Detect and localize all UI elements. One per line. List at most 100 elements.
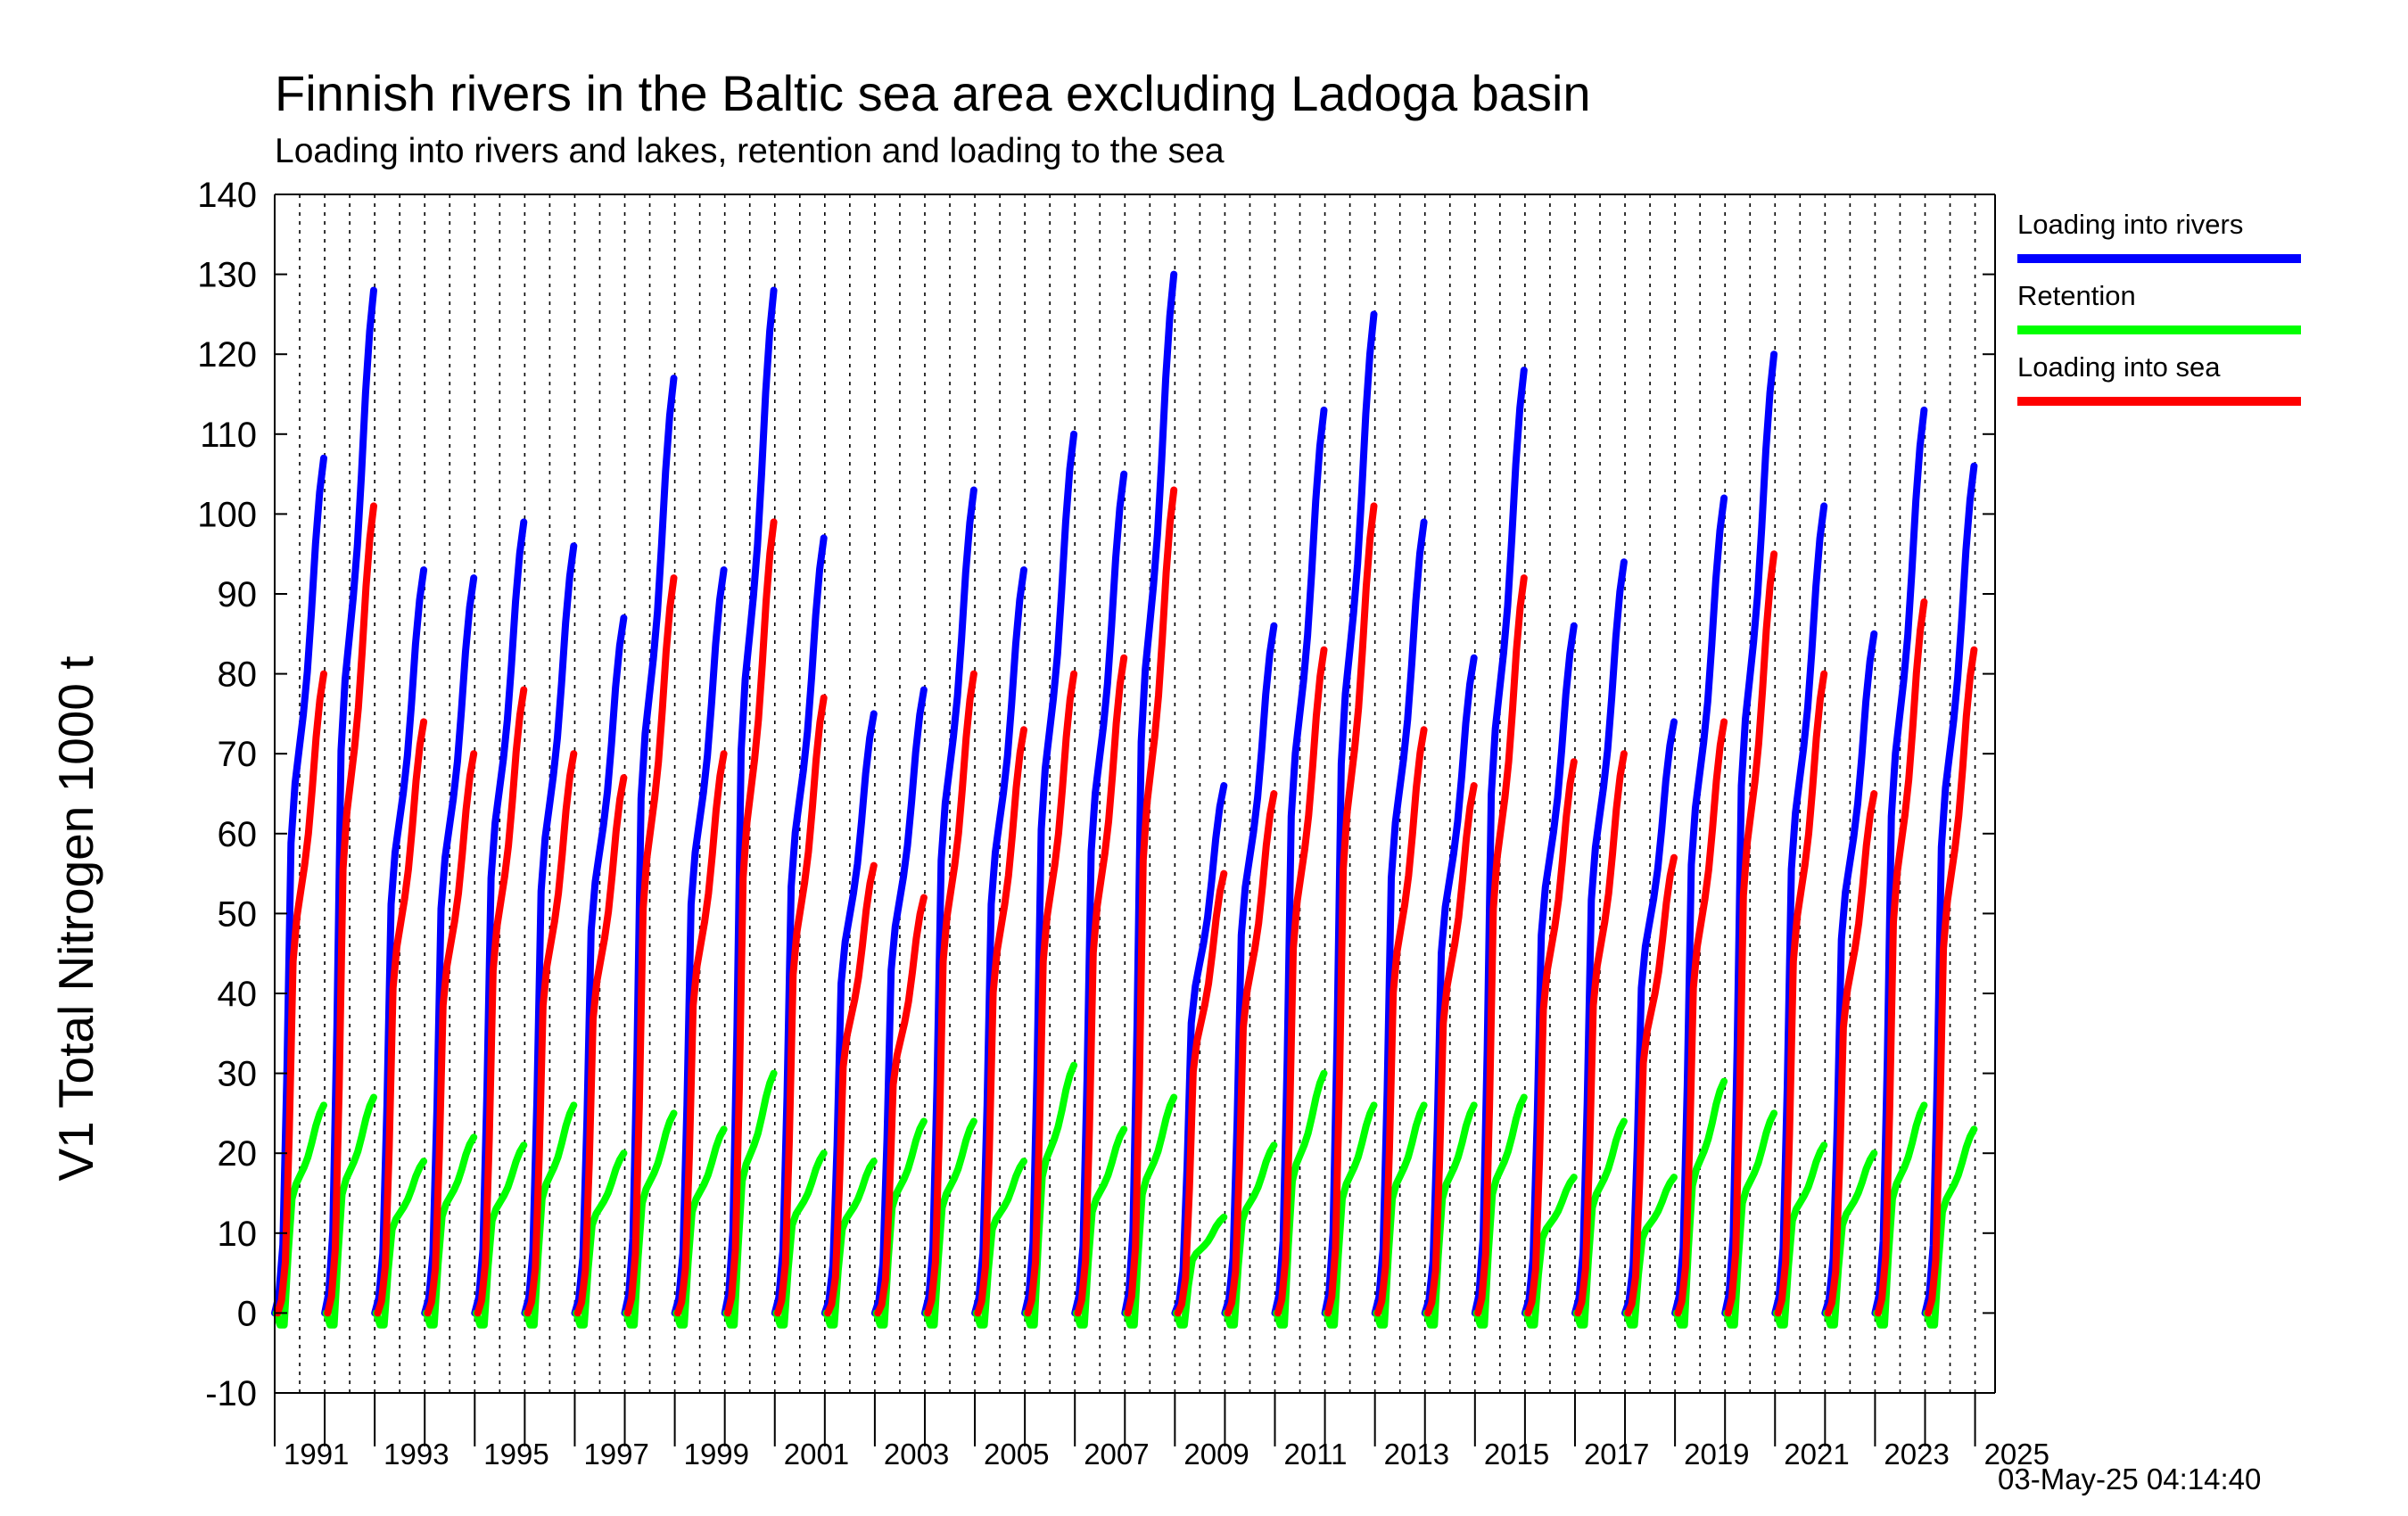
y-tick-label: 70 — [218, 735, 258, 774]
series-year-segment — [1022, 1061, 1078, 1329]
series-year-segment — [1674, 718, 1728, 1317]
y-tick-label: 110 — [200, 416, 257, 455]
x-tick-label: 2013 — [1384, 1438, 1449, 1471]
series-year-segment — [1622, 1174, 1678, 1329]
x-tick-label: 2015 — [1484, 1438, 1549, 1471]
series-year-segment — [1671, 494, 1728, 1317]
x-tick-label: 2019 — [1684, 1438, 1749, 1471]
series-year-segment — [874, 894, 928, 1317]
series-year-segment — [524, 750, 578, 1317]
chart-title: Finnish rivers in the Baltic sea area ex… — [275, 65, 1591, 121]
series-year-segment — [573, 1149, 628, 1329]
series-year-segment — [1472, 1093, 1528, 1329]
series-year-segment — [1124, 486, 1178, 1317]
x-tick-label: 1993 — [383, 1438, 449, 1471]
series-year-segment — [674, 750, 728, 1317]
y-tick-label: 0 — [237, 1294, 257, 1333]
series-year-segment — [922, 1117, 977, 1329]
y-tick-label: 50 — [218, 894, 258, 934]
series-year-segment — [1572, 1117, 1628, 1329]
series-year-segment — [824, 861, 878, 1317]
series-year-segment — [1324, 502, 1378, 1317]
grid-layer — [274, 194, 1976, 1393]
x-tick-label: 1997 — [583, 1438, 648, 1471]
series-year-segment — [1373, 1101, 1428, 1329]
series-year-segment — [1274, 646, 1328, 1317]
x-tick-label: 1991 — [284, 1438, 349, 1471]
series-year-segment — [1174, 869, 1228, 1317]
series-year-segment — [1923, 1125, 1978, 1329]
y-tick-label: 20 — [218, 1134, 258, 1174]
series-year-segment — [1323, 1101, 1378, 1329]
series-year-segment — [924, 670, 977, 1317]
y-tick-label: 100 — [197, 495, 257, 534]
series-year-segment — [424, 750, 478, 1317]
series-year-segment — [422, 1133, 478, 1329]
series-year-segment — [772, 1149, 828, 1329]
y-tick-label: 10 — [218, 1215, 258, 1254]
series-year-segment — [774, 694, 828, 1317]
y-tick-label: 120 — [197, 335, 257, 375]
x-tick-label: 1995 — [483, 1438, 548, 1471]
series-year-segment — [672, 1125, 728, 1329]
series-year-segment — [1722, 1109, 1778, 1329]
series-year-segment — [623, 574, 678, 1317]
series-year-segment — [474, 686, 528, 1317]
series-year-segment — [523, 1101, 578, 1329]
series-year-segment — [1672, 1077, 1728, 1329]
series-year-segment — [1624, 853, 1678, 1317]
legend-label: Loading into rivers — [2017, 209, 2243, 240]
series-year-segment — [573, 774, 628, 1317]
x-tick-label: 2009 — [1183, 1438, 1249, 1471]
legend-label: Loading into sea — [2017, 351, 2221, 383]
x-tick-label: 2005 — [984, 1438, 1049, 1471]
series-year-segment — [274, 670, 327, 1317]
x-tick-label: 2017 — [1584, 1438, 1649, 1471]
x-tick-label: 2001 — [784, 1438, 849, 1471]
y-tick-label: 80 — [218, 655, 258, 695]
y-tick-label: 60 — [218, 815, 258, 854]
x-tick-label: 2025 — [1984, 1438, 2049, 1471]
y-tick-label: 130 — [197, 256, 257, 295]
series-year-segment — [1123, 1093, 1178, 1329]
x-tick-label: 2023 — [1884, 1438, 1949, 1471]
series-year-segment — [1524, 758, 1578, 1317]
series-year-segment — [1223, 1141, 1278, 1329]
series-year-segment — [1423, 1101, 1478, 1329]
series-year-segment — [872, 1117, 928, 1329]
y-tick-label: 90 — [218, 575, 258, 614]
series-year-segment — [1874, 598, 1928, 1317]
x-tick-label: 2007 — [1084, 1438, 1149, 1471]
series-year-segment — [1823, 1149, 1878, 1329]
series-year-segment — [1374, 726, 1428, 1317]
series-year-segment — [324, 502, 377, 1317]
y-tick-label: 40 — [218, 975, 258, 1014]
series-year-segment — [722, 1069, 778, 1329]
series-year-segment — [1224, 790, 1278, 1317]
series-year-segment — [974, 726, 1027, 1317]
x-tick-label: 2021 — [1784, 1438, 1849, 1471]
legend-label: Retention — [2017, 280, 2136, 311]
series-year-segment — [1173, 1213, 1228, 1329]
series-year-segment — [1824, 790, 1878, 1317]
series-year-segment — [1474, 574, 1528, 1317]
series-year-segment — [374, 718, 428, 1317]
series-year-segment — [972, 1158, 1027, 1329]
series-retention — [272, 1061, 1978, 1329]
series-year-segment — [1522, 1174, 1578, 1329]
series-year-segment — [1774, 670, 1828, 1317]
axes-layer: -10 0 10 20 30 40 50 60 70 80 90 100 110 120 130 140 199… — [197, 176, 2049, 1471]
timestamp: 03-May-25 04:14:40 — [1998, 1462, 2262, 1495]
x-tick-label: 2003 — [884, 1438, 949, 1471]
series-year-segment — [372, 1158, 428, 1329]
series-year-segment — [1724, 550, 1778, 1317]
series-year-segment — [1024, 670, 1078, 1317]
x-tick-label: 1999 — [684, 1438, 749, 1471]
series-year-segment — [322, 1093, 377, 1329]
series-year-segment — [1924, 646, 1978, 1317]
series-year-segment — [822, 1158, 878, 1329]
x-tick-label: 2011 — [1284, 1438, 1348, 1471]
series-layer — [271, 270, 1978, 1329]
series-loading-into-sea — [274, 486, 1978, 1317]
y-tick-label: 30 — [218, 1055, 258, 1094]
